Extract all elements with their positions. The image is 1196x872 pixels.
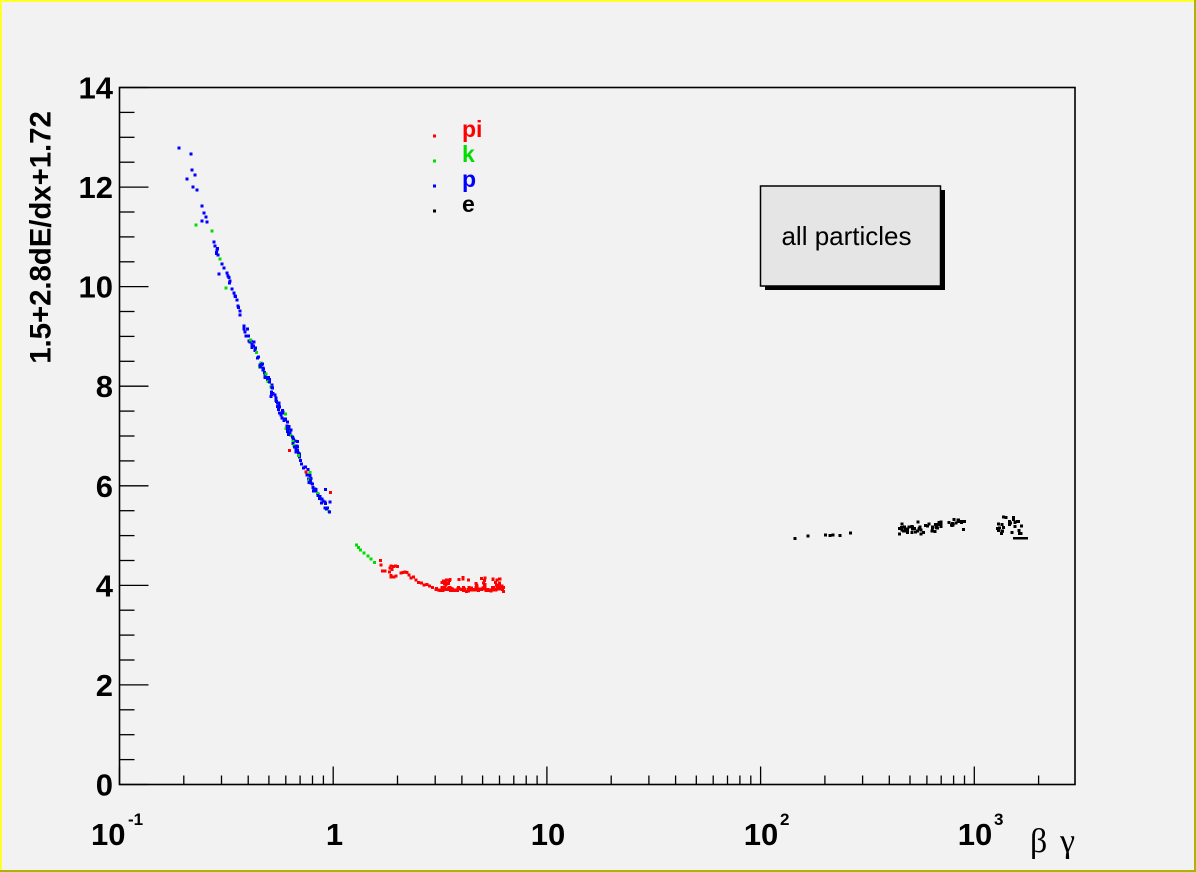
svg-text:10: 10 bbox=[958, 817, 992, 852]
svg-text:4: 4 bbox=[96, 568, 114, 603]
svg-text:12: 12 bbox=[79, 170, 113, 205]
svg-text:10: 10 bbox=[744, 817, 778, 852]
svg-text:-1: -1 bbox=[128, 810, 143, 829]
svg-text:10: 10 bbox=[79, 270, 113, 305]
svg-text:10: 10 bbox=[531, 817, 565, 852]
svg-text:6: 6 bbox=[96, 469, 113, 504]
svg-text:2: 2 bbox=[780, 810, 789, 829]
svg-text:10: 10 bbox=[91, 817, 125, 852]
svg-text:1.5+2.8dE/dx+1.72: 1.5+2.8dE/dx+1.72 bbox=[25, 111, 58, 364]
svg-text:0: 0 bbox=[96, 768, 113, 803]
svg-text:all particles: all particles bbox=[781, 221, 911, 251]
svg-text:pi: pi bbox=[462, 116, 482, 142]
svg-text:γ: γ bbox=[1059, 823, 1075, 860]
svg-text:p: p bbox=[462, 166, 476, 192]
svg-text:1: 1 bbox=[326, 817, 343, 852]
svg-text:2: 2 bbox=[96, 668, 113, 703]
svg-text:k: k bbox=[462, 141, 475, 167]
svg-text:8: 8 bbox=[96, 369, 113, 404]
svg-text:3: 3 bbox=[994, 810, 1003, 829]
svg-text:e: e bbox=[462, 191, 475, 217]
svg-text:β: β bbox=[1030, 823, 1047, 860]
svg-text:14: 14 bbox=[79, 71, 114, 106]
